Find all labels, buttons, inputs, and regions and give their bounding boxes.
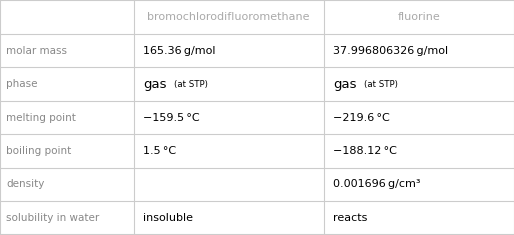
Text: reacts: reacts xyxy=(333,213,368,223)
Text: (at STP): (at STP) xyxy=(174,80,208,89)
Text: bromochlorodifluoromethane: bromochlorodifluoromethane xyxy=(148,12,310,22)
Text: insoluble: insoluble xyxy=(143,213,193,223)
Text: melting point: melting point xyxy=(6,113,76,122)
Text: density: density xyxy=(6,179,45,189)
Text: molar mass: molar mass xyxy=(6,46,67,56)
Text: fluorine: fluorine xyxy=(397,12,440,22)
Text: 0.001696 g/cm³: 0.001696 g/cm³ xyxy=(333,179,420,189)
Text: solubility in water: solubility in water xyxy=(6,213,99,223)
Text: phase: phase xyxy=(6,79,38,89)
Text: gas: gas xyxy=(333,78,357,91)
Text: −219.6 °C: −219.6 °C xyxy=(333,113,390,122)
Text: (at STP): (at STP) xyxy=(364,80,398,89)
Text: 1.5 °C: 1.5 °C xyxy=(143,146,176,156)
Text: gas: gas xyxy=(143,78,167,91)
Text: 37.996806326 g/mol: 37.996806326 g/mol xyxy=(333,46,448,56)
Text: −159.5 °C: −159.5 °C xyxy=(143,113,199,122)
Text: boiling point: boiling point xyxy=(6,146,71,156)
Text: 165.36 g/mol: 165.36 g/mol xyxy=(143,46,215,56)
Text: −188.12 °C: −188.12 °C xyxy=(333,146,397,156)
